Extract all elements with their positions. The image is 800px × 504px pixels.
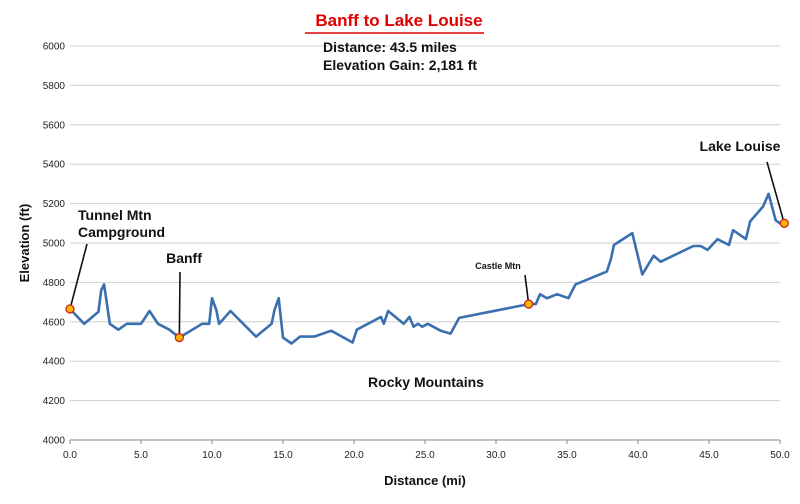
location-marker [65, 304, 75, 314]
callout-castle-mtn: Castle Mtn [475, 261, 534, 309]
y-tick-label: 4400 [43, 357, 66, 368]
x-tick-label: 10.0 [202, 450, 222, 461]
y-tick-label: 4000 [43, 436, 66, 447]
callout-banff: Banff [166, 250, 202, 343]
x-tick-label: 50.0 [770, 450, 790, 461]
callout-leader [766, 161, 786, 224]
gridlines [70, 45, 780, 441]
y-tick-label: 5200 [43, 199, 66, 210]
elevation-profile-line [69, 192, 786, 345]
callout-leader [69, 243, 88, 310]
x-axis-label: Distance (mi) [384, 473, 466, 488]
y-tick-label: 5800 [43, 81, 66, 92]
callout-leader [524, 274, 530, 305]
x-tick-label: 40.0 [628, 450, 648, 461]
x-tick-labels: 0.0 5.0 10.0 15.0 20.0 25.0 30.0 35.0 40.0 45.0 50… [63, 440, 790, 461]
y-tick-label: 5000 [43, 239, 66, 250]
x-tick-label: 20.0 [344, 450, 364, 461]
callout-leader [178, 271, 181, 338]
y-tick-label: 4600 [43, 317, 66, 328]
x-tick-label: 25.0 [415, 450, 435, 461]
x-tick-label: 15.0 [273, 450, 293, 461]
chart-title: Banff to Lake Louise [315, 11, 482, 30]
y-tick-labels: 4000 4200 4400 4600 4800 5000 5200 5400 5600 5800… [43, 42, 66, 447]
location-marker [174, 332, 184, 343]
callout-lake-louise: Lake Louise [700, 138, 789, 228]
x-tick-label: 45.0 [699, 450, 719, 461]
distance-info: Distance: 43.5 miles [323, 39, 457, 55]
callout-label: Castle Mtn [475, 261, 521, 271]
x-tick-label: 5.0 [134, 450, 148, 461]
callout-label: Lake Louise [700, 138, 781, 154]
y-tick-label: 4800 [43, 278, 66, 289]
y-tick-label: 5400 [43, 160, 66, 171]
callout-label: Campground [78, 224, 165, 240]
location-marker [524, 299, 534, 309]
y-axis-label: Elevation (ft) [17, 204, 32, 283]
region-label: Rocky Mountains [368, 374, 484, 390]
location-marker [779, 218, 789, 228]
x-tick-label: 30.0 [486, 450, 506, 461]
x-tick-label: 35.0 [557, 450, 577, 461]
y-tick-label: 5600 [43, 120, 66, 131]
x-tick-label: 0.0 [63, 450, 77, 461]
callout-label: Banff [166, 250, 202, 266]
y-tick-label: 4200 [43, 396, 66, 407]
elevation-gain-info: Elevation Gain: 2,181 ft [323, 57, 477, 73]
y-tick-label: 6000 [43, 42, 66, 53]
callout-label: Tunnel Mtn [78, 207, 152, 223]
